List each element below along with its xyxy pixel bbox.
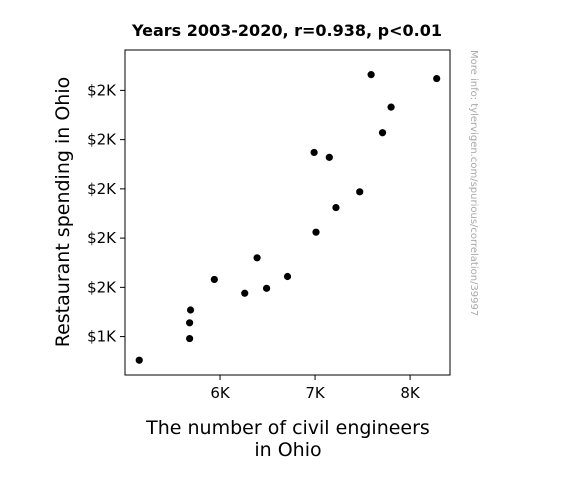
scatter-point [387, 103, 395, 111]
scatter-point [210, 275, 218, 284]
y-axis: $1K $2K $2K $2K $2K $2K [87, 81, 125, 346]
y-tick-label: $2K [87, 81, 117, 99]
scatter-point [135, 356, 143, 364]
scatter-point [367, 71, 375, 79]
chart-title: Years 2003-2020, r=0.938, p<0.01 [131, 21, 442, 40]
x-tick-label: 6K [210, 384, 231, 402]
scatter-point [325, 153, 333, 161]
scatter-point [332, 203, 340, 212]
y-tick-label: $2K [87, 131, 117, 149]
scatter-point [283, 272, 292, 281]
scatter-point [310, 148, 318, 157]
x-tick-label: 8K [400, 384, 421, 402]
scatter-point [262, 284, 271, 292]
scatter-point [312, 228, 320, 236]
data-points [135, 71, 441, 364]
y-tick-label: $2K [87, 278, 117, 296]
x-axis-label-line-2: in Ohio [254, 439, 321, 461]
scatter-point [186, 306, 195, 314]
scatter-point [186, 334, 194, 343]
y-tick-label: $2K [87, 229, 117, 247]
y-tick-label: $1K [87, 328, 117, 346]
y-tick-label: $2K [87, 180, 117, 198]
source-note: More info: tylervigen.com/spurious/corre… [468, 50, 479, 316]
x-axis: 6K 7K 8K [210, 375, 421, 402]
scatter-point [433, 74, 441, 83]
scatter-point [186, 319, 194, 327]
scatter-point [253, 254, 261, 262]
x-tick-label: 7K [305, 384, 326, 402]
scatter-point [356, 188, 364, 196]
x-axis-label-line-1: The number of civil engineers [145, 417, 430, 439]
plot-area [124, 49, 451, 376]
y-axis-label: Restaurant spending in Ohio [52, 77, 74, 348]
scatter-point [241, 289, 249, 297]
scatter-point [378, 129, 387, 137]
